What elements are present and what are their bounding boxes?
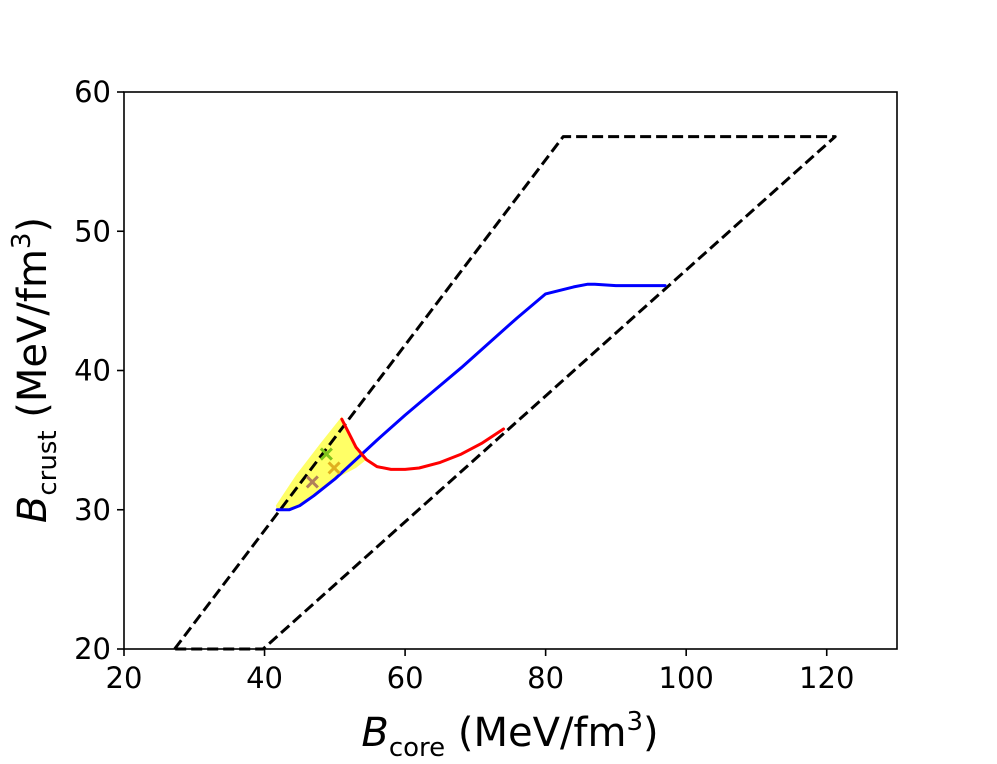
y-tick-label: 50	[74, 214, 111, 248]
gold-x-marker	[327, 461, 341, 475]
x-tick-label: 120	[799, 661, 854, 695]
y-tick-label: 40	[74, 354, 111, 388]
y-tick-label: 30	[74, 493, 111, 527]
y-axis-label: Bcrust (MeV/fm3)	[7, 217, 63, 523]
y-tick-label: 60	[74, 75, 111, 109]
red-curve	[340, 417, 505, 471]
y-axis-ticks: 20 30 40 50 60	[74, 75, 124, 666]
green-x-marker	[319, 447, 333, 461]
x-tick-label: 20	[106, 661, 143, 695]
x-tick-label: 80	[527, 661, 564, 695]
x-axis-ticks: 20 40 60 80 100 120	[106, 649, 854, 695]
y-tick-label: 20	[74, 632, 111, 666]
x-tick-label: 40	[246, 661, 283, 695]
yellow-region	[275, 416, 367, 510]
blue-curve	[275, 282, 667, 512]
brown-x-marker	[305, 475, 319, 489]
x-axis-label: Bcore (MeV/fm3)	[361, 707, 658, 763]
x-tick-label: 100	[659, 661, 714, 695]
x-tick-label: 60	[387, 661, 424, 695]
